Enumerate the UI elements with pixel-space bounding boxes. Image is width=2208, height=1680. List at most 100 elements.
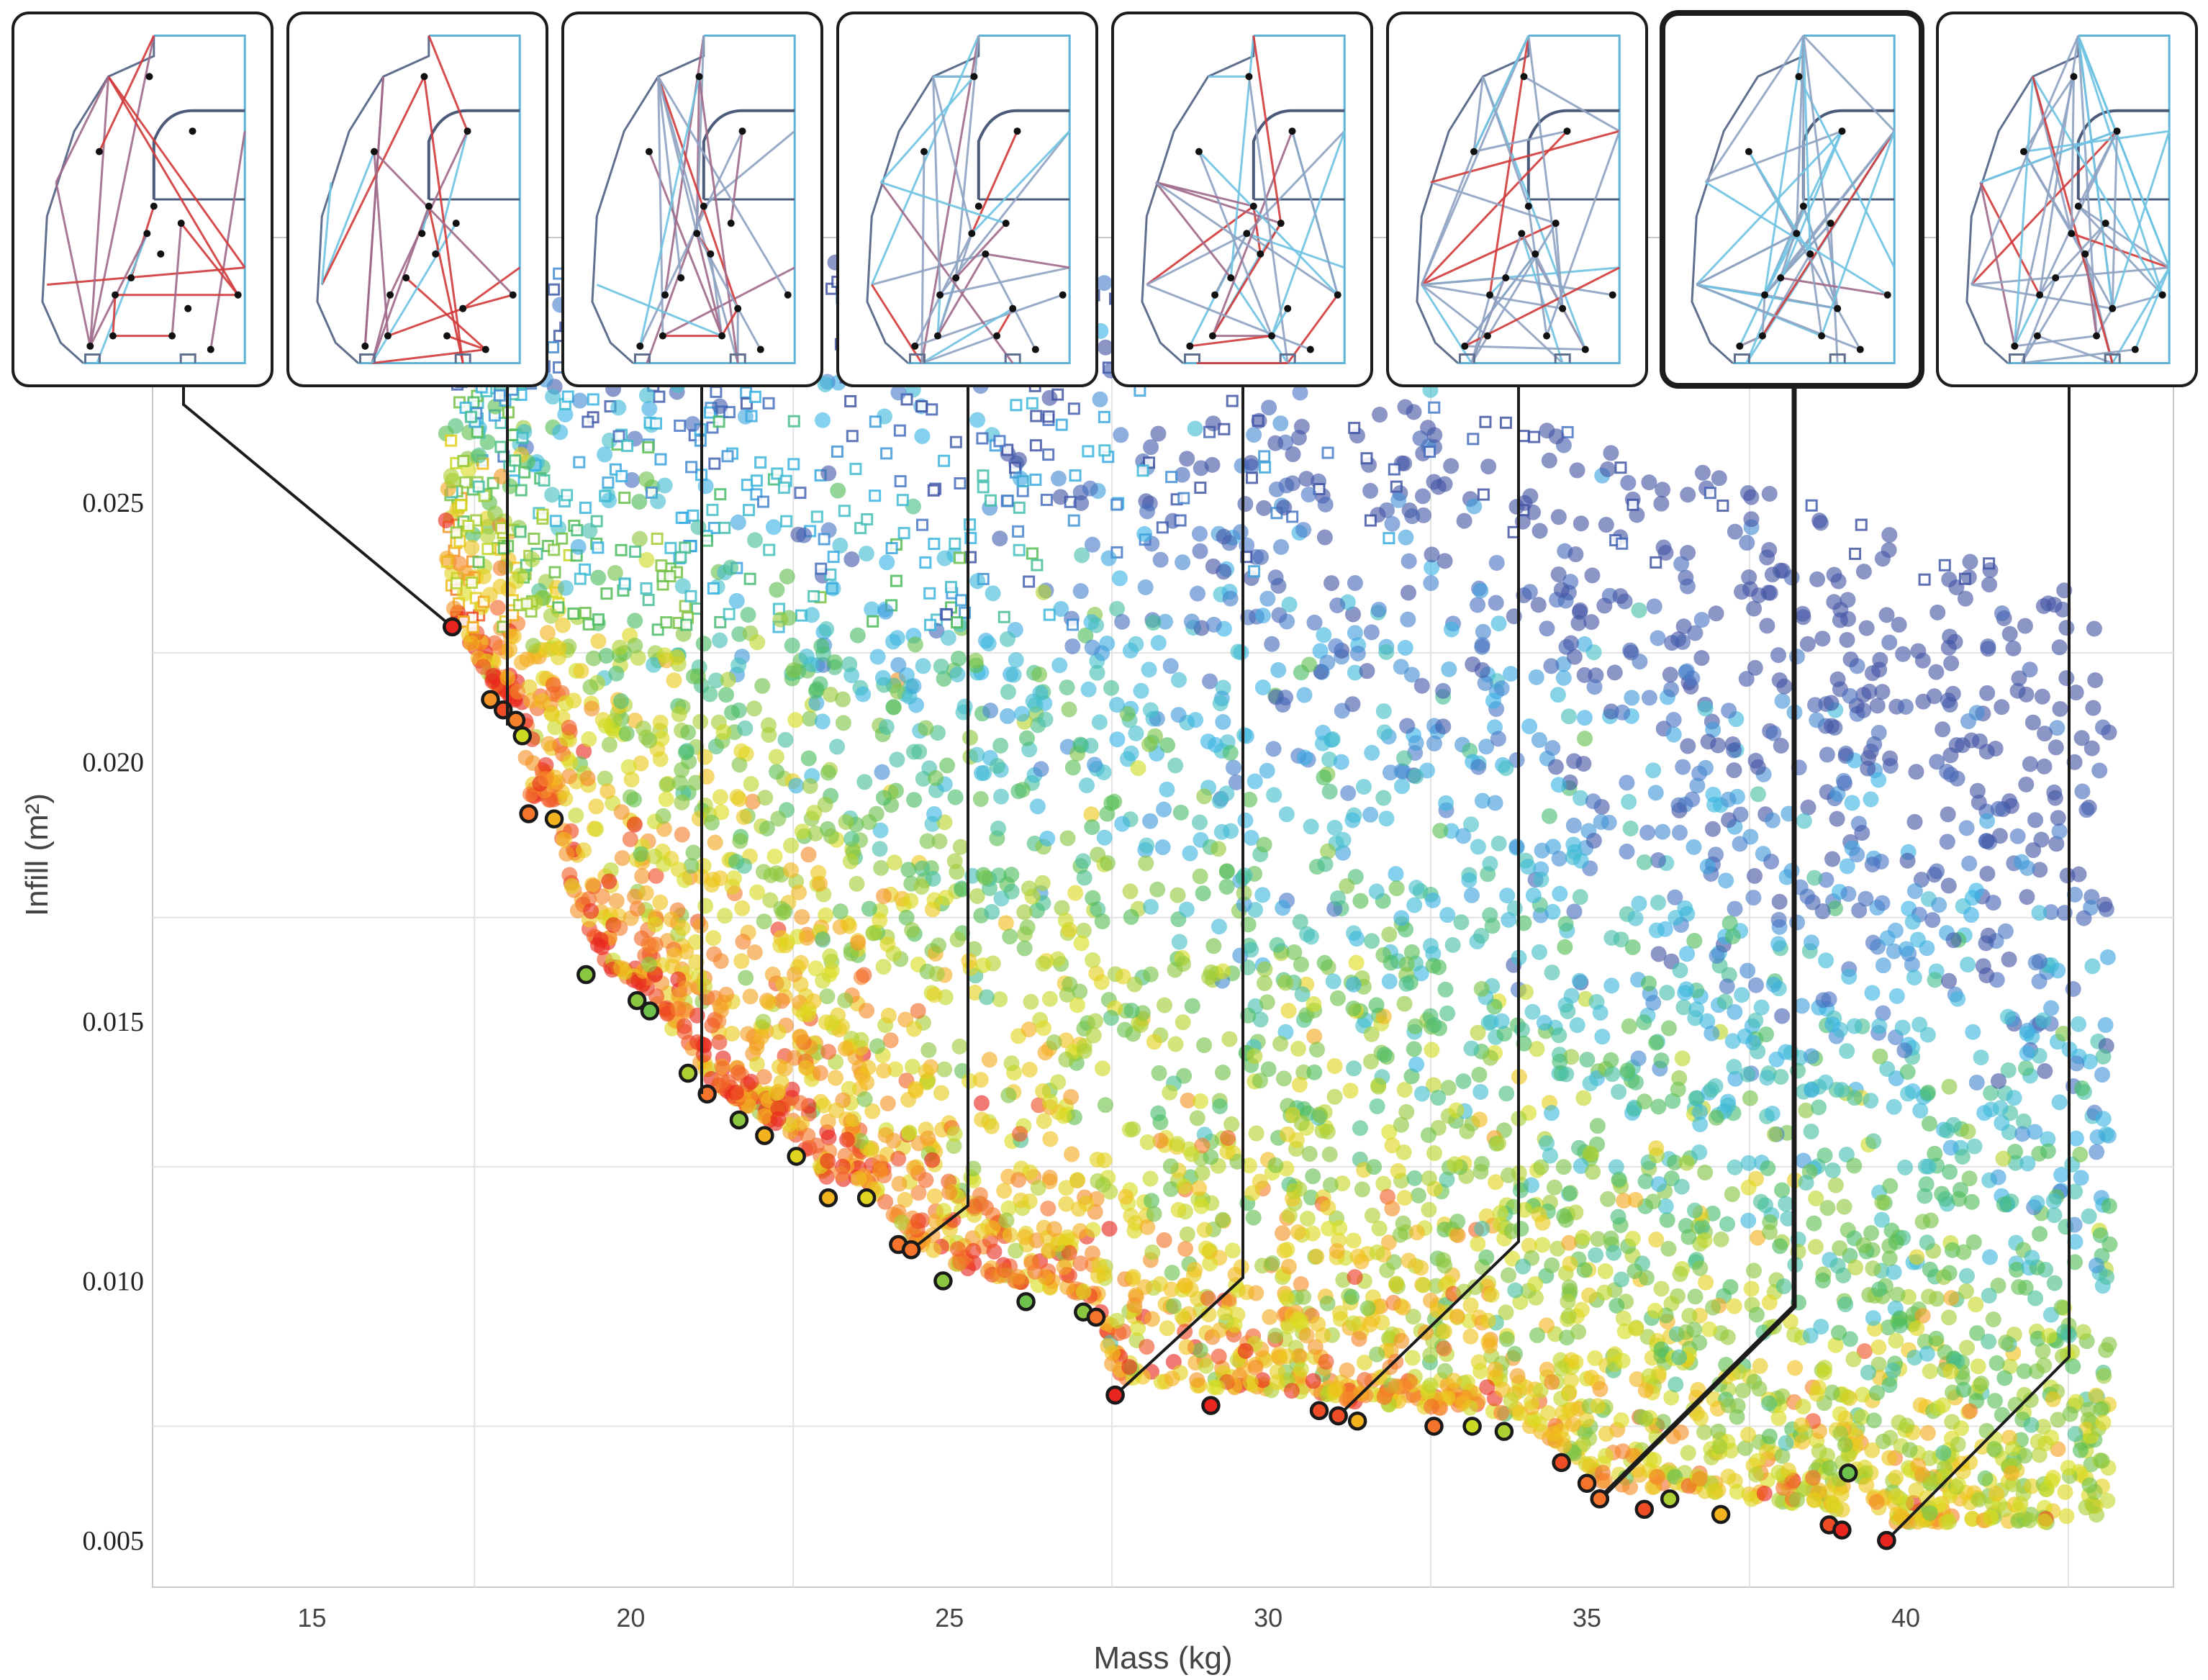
cloud-point xyxy=(622,831,638,847)
cloud-point xyxy=(952,839,969,855)
cloud-point xyxy=(1496,1025,1513,1042)
cloud-point xyxy=(802,710,818,727)
cloud-point xyxy=(1213,823,1230,840)
cloud-point xyxy=(1398,956,1415,972)
cloud-point xyxy=(598,648,615,664)
cloud-point xyxy=(695,636,712,652)
cloud-point xyxy=(1082,480,1098,497)
cloud-point xyxy=(736,809,752,826)
cloud-point xyxy=(1424,546,1440,563)
cloud-point xyxy=(1346,1060,1362,1077)
cloud-square-point xyxy=(664,570,677,583)
cloud-point xyxy=(463,635,479,651)
cloud-point xyxy=(1806,870,1823,886)
cloud-square-point xyxy=(1650,556,1662,569)
cloud-point xyxy=(2009,828,2026,844)
cloud-square-point xyxy=(1016,484,1029,497)
cloud-square-point xyxy=(844,394,857,407)
cloud-point xyxy=(1103,795,1120,811)
cloud-point xyxy=(1697,1164,1714,1180)
cloud-point xyxy=(1002,929,1018,945)
cloud-point xyxy=(1241,1157,1257,1174)
cloud-point xyxy=(990,821,1007,837)
cloud-point xyxy=(1789,914,1806,931)
cloud-point xyxy=(755,864,772,880)
cloud-point xyxy=(1750,1229,1766,1246)
cloud-point xyxy=(1689,777,1706,794)
cloud-point xyxy=(1746,867,1763,884)
cloud-square-point xyxy=(1218,423,1231,435)
cloud-square-point xyxy=(1013,501,1026,514)
cloud-point xyxy=(1835,772,1852,789)
cloud-point xyxy=(1897,1159,1914,1175)
cloud-square-point xyxy=(629,545,642,558)
cloud-point xyxy=(1416,1277,1432,1293)
cloud-square-point xyxy=(890,574,902,587)
cloud-point xyxy=(920,1130,936,1147)
cloud-point xyxy=(1873,1211,1890,1228)
cloud-point xyxy=(1380,1234,1397,1251)
cloud-point xyxy=(843,551,860,568)
cloud-point xyxy=(1390,1162,1406,1179)
cloud-point xyxy=(1375,703,1392,720)
cloud-point xyxy=(1603,977,1620,994)
cloud-point xyxy=(1826,566,1842,583)
cloud-point xyxy=(1331,1305,1348,1322)
cloud-point xyxy=(1221,1031,1238,1047)
cloud-point xyxy=(1157,613,1174,630)
cloud-point xyxy=(1463,1040,1480,1057)
cloud-point xyxy=(843,831,860,847)
cloud-point xyxy=(1488,1174,1504,1191)
cloud-point xyxy=(1404,508,1421,525)
cloud-point xyxy=(1400,584,1416,601)
cloud-point xyxy=(1252,1011,1269,1028)
cloud-point xyxy=(1648,1140,1665,1157)
cloud-point xyxy=(1080,681,1097,697)
cloud-point xyxy=(1819,746,1835,763)
cloud-point xyxy=(1810,1379,1827,1396)
cloud-point xyxy=(1751,1381,1768,1397)
cloud-point xyxy=(1942,1139,1959,1156)
cloud-point xyxy=(992,737,1009,754)
cloud-point xyxy=(1137,579,1154,595)
cloud-square-point xyxy=(714,615,727,628)
cloud-point xyxy=(1072,1255,1089,1272)
cloud-point xyxy=(1855,564,1872,580)
cloud-square-point xyxy=(642,441,655,453)
cloud-point xyxy=(1688,1090,1704,1106)
cloud-point xyxy=(1720,791,1737,808)
cloud-point xyxy=(1393,659,1409,675)
cloud-point xyxy=(1868,1494,1885,1510)
cloud-point xyxy=(697,898,714,914)
cloud-point xyxy=(1945,1116,1962,1133)
cloud-point xyxy=(947,789,964,805)
cloud-point xyxy=(2067,1426,2083,1442)
cloud-point xyxy=(1553,1360,1570,1377)
cloud-point xyxy=(1621,1018,1637,1034)
cloud-point xyxy=(1248,1125,1264,1142)
cloud-point xyxy=(1891,1414,1907,1431)
cloud-point xyxy=(1647,785,1664,801)
cloud-point xyxy=(1398,529,1414,546)
cloud-point xyxy=(613,804,630,821)
cloud-square-point xyxy=(1042,448,1055,461)
cloud-point xyxy=(1624,939,1641,956)
cloud-point xyxy=(1872,1048,1888,1065)
cloud-point xyxy=(1359,1300,1376,1317)
cloud-point xyxy=(2006,1143,2023,1160)
cloud-point xyxy=(1162,1084,1178,1101)
cloud-point xyxy=(2097,1017,2114,1034)
cloud-point xyxy=(1156,801,1172,818)
cloud-point xyxy=(1536,1014,1552,1031)
cloud-point xyxy=(2036,758,2053,774)
cloud-point xyxy=(1753,999,1770,1016)
cloud-point xyxy=(777,731,794,748)
cloud-point xyxy=(1637,1382,1654,1399)
cloud-square-point xyxy=(984,494,997,507)
cloud-point xyxy=(2096,1368,2112,1384)
cloud-point xyxy=(826,654,843,670)
cloud-point xyxy=(1698,1274,1714,1291)
cloud-point xyxy=(810,864,827,881)
cloud-point xyxy=(1183,613,1200,630)
cloud-square-point xyxy=(1029,439,1042,452)
